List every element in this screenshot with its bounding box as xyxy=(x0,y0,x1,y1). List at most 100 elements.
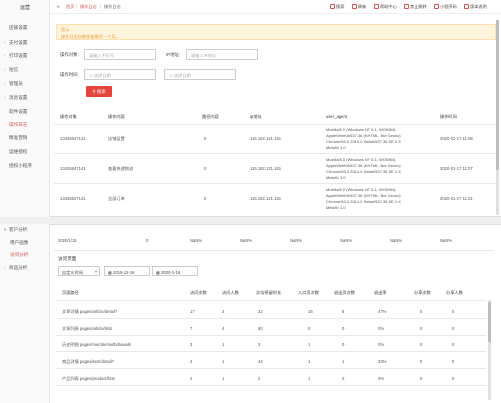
range-select[interactable]: 自定义时间 ▾ xyxy=(58,266,100,276)
ip-label: IP地址: xyxy=(166,52,181,57)
sidebar-item-payment[interactable]: › 支付设置 xyxy=(4,40,28,45)
sidebar-item-admin[interactable]: › 管理员 xyxy=(4,81,23,86)
cell-path: 0 xyxy=(204,136,207,141)
cell-visits: 3 xyxy=(190,359,193,364)
sidebar-item-print[interactable]: › 打印设置 xyxy=(4,53,28,58)
sidebar-item-user-profile[interactable]: 用户画像 xyxy=(10,240,29,245)
cell-page-path: 产品列表 pages/product/lists xyxy=(62,376,115,381)
section-title: 访问页面 xyxy=(58,256,77,261)
cell-exit-rate: 47% xyxy=(378,309,387,314)
cell-ua: Mozilla/5.0 (Windows NT 6.1; WOW64) Appl… xyxy=(326,157,401,180)
lock-icon xyxy=(404,4,409,9)
help-link[interactable]: 帮助中心 xyxy=(374,4,397,10)
sidebar-item-marketing[interactable]: 精准营销 xyxy=(9,135,28,140)
cell-visits: 17 xyxy=(190,309,195,314)
no-redirect-link[interactable]: 禁止跳转 xyxy=(404,4,427,10)
col-header-path: 路径内容 xyxy=(202,114,219,119)
start-date-input[interactable]: ◷ 选择日期 xyxy=(84,69,156,80)
sidebar-item-goods-analysis[interactable]: › 商品分析 xyxy=(4,265,28,270)
cell-shares: 0 xyxy=(420,309,423,314)
divider xyxy=(54,183,496,184)
sidebar-item-shop-settings[interactable]: 店铺设置 xyxy=(9,25,28,30)
cell-visits: 2 xyxy=(190,376,193,381)
col-header-visitors: 访问人数 xyxy=(222,290,239,295)
cell-ip: 115.192.121.161 xyxy=(250,166,282,171)
cell-exit-rate: 0% xyxy=(378,376,385,381)
cell-visits: 3 xyxy=(190,342,193,347)
breadcrumb-home[interactable]: 首页 xyxy=(66,4,75,9)
chevron-right-icon: › xyxy=(4,95,6,100)
alert-title: 提示 xyxy=(61,27,70,32)
refresh-icon xyxy=(352,4,357,9)
col-header-sharers: 分享人数 xyxy=(446,290,463,295)
log-scrollbar[interactable] xyxy=(496,20,499,215)
refresh-link[interactable]: 刷新 xyxy=(352,4,366,10)
start-date-picker[interactable]: ▦ 2019-12-16 xyxy=(104,266,150,276)
cell-time: 2020-01-17 11:01 xyxy=(440,196,473,201)
scrollbar-thumb[interactable] xyxy=(488,302,491,342)
sidebar-item-message[interactable]: › 消息设置 xyxy=(4,95,28,100)
divider xyxy=(56,335,486,336)
divider xyxy=(56,385,486,386)
col-header-ua: user_agent xyxy=(326,114,347,119)
scrollbar-thumb[interactable] xyxy=(496,20,499,170)
cell-ip: 115.192.121.161 xyxy=(250,196,282,201)
cell-shares: 0 xyxy=(420,359,423,364)
cell-path: 0 xyxy=(204,196,207,201)
col-header-shares: 分享次数 xyxy=(414,290,431,295)
col-header-page-path: 页面路径 xyxy=(62,290,79,295)
col-header-exit: 退出页次数 xyxy=(334,290,355,295)
cell-object: 13426647141 xyxy=(60,136,86,141)
cell-entry: 1 xyxy=(308,359,311,364)
search-link[interactable]: 搜索 xyxy=(330,4,344,10)
cell-exit: 0 xyxy=(342,376,345,381)
end-date-picker[interactable]: ▦ 2020-1-16 xyxy=(152,266,198,276)
cell-exit-rate: 0% xyxy=(378,342,385,347)
cell-visitors: 2 xyxy=(222,309,225,314)
cell-visitors: 1 xyxy=(222,342,225,347)
cell-content: 店铺设置 xyxy=(108,136,125,141)
summary-cell: NaN% xyxy=(340,238,353,243)
visit-scrollbar[interactable] xyxy=(488,300,491,400)
sidebar-item-visit-analysis[interactable]: 访问分析 xyxy=(10,252,29,257)
divider xyxy=(54,153,496,154)
cell-shares: 0 xyxy=(420,376,423,381)
col-header-object: 操作对象 xyxy=(60,114,77,119)
cell-visitors: 4 xyxy=(222,326,225,331)
sidebar-item-miniprogram[interactable]: 授权小程序 xyxy=(9,163,32,168)
version-link[interactable]: 版本说明 xyxy=(464,4,487,10)
chevron-down-icon: ▾ xyxy=(94,269,97,274)
end-date-input[interactable]: ◷ 选择日期 xyxy=(164,69,236,80)
sidebar-item-operation-log[interactable]: 操作日志 xyxy=(9,122,28,127)
help-icon xyxy=(374,4,379,9)
cell-entry: 1 xyxy=(308,342,311,347)
breadcrumb-separator: / xyxy=(76,4,78,9)
summary-cell: NaN% xyxy=(190,238,203,243)
sidebar-item-ops-auth[interactable]: 运维授权 xyxy=(9,149,28,154)
cell-exit: 1 xyxy=(342,359,345,364)
chevron-right-icon: › xyxy=(4,265,6,270)
cell-object: 13426647141 xyxy=(60,196,86,201)
cell-shares: 0 xyxy=(420,326,423,331)
search-button[interactable]: ⚲ 搜索 xyxy=(86,86,112,97)
cell-sharers: 0 xyxy=(452,342,455,347)
breadcrumb-section[interactable]: 操作日志 xyxy=(80,4,97,9)
sidebar-item-software[interactable]: 软件设置 xyxy=(9,109,28,114)
col-header-time: 操作时间 xyxy=(440,114,457,119)
col-header-ip: ip地址 xyxy=(250,114,262,119)
miniprogram-code-link[interactable]: 小程序码 xyxy=(434,4,457,10)
sidebar-item-customer-analysis[interactable]: ▾ 客户分析 xyxy=(4,227,28,232)
col-header-visits: 访问次数 xyxy=(190,290,207,295)
cell-content: 全部订单 xyxy=(108,196,125,201)
cell-visitors: 1 xyxy=(222,376,225,381)
ip-input[interactable]: 请输入IP地址 xyxy=(186,49,258,60)
cell-avg-stay: 60 xyxy=(258,326,263,331)
operator-input[interactable]: 请输入手机号 xyxy=(84,49,156,60)
summary-date: 2020/1/15 xyxy=(58,238,77,243)
cell-avg-stay: 3 xyxy=(258,342,261,347)
sidebar-item-sms[interactable]: › 短信 xyxy=(4,67,19,72)
collapse-icon[interactable]: ≪ xyxy=(56,4,61,9)
cell-sharers: 0 xyxy=(452,309,455,314)
cell-ip: 115.192.121.161 xyxy=(250,136,282,141)
cell-time: 2020-01-17 11:07 xyxy=(440,166,473,171)
